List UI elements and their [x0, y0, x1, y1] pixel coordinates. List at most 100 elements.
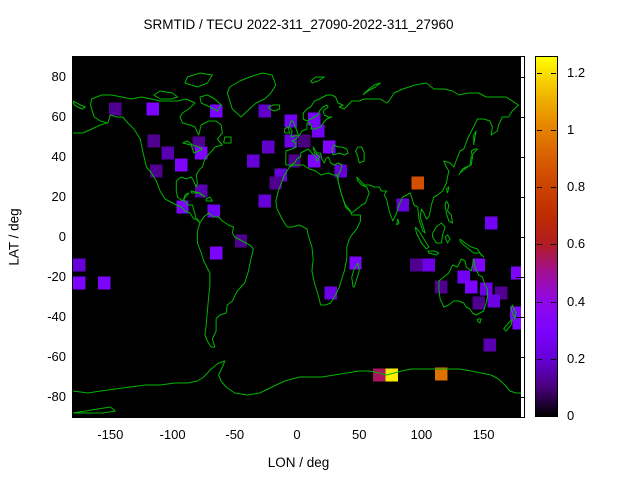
heatmap-cell [284, 134, 297, 148]
heatmap-cell [324, 286, 337, 300]
coastline [311, 77, 325, 83]
y-tick-label: 20 [51, 189, 66, 204]
colorbar-tick-label: 0 [567, 408, 575, 423]
y-tick-label: 60 [51, 109, 66, 124]
coastline [428, 251, 439, 255]
coastline [290, 121, 299, 137]
coastline [197, 213, 253, 347]
heatmap-cell [73, 258, 86, 272]
x-tick-label: 150 [472, 427, 495, 442]
heatmap-cell [258, 194, 271, 208]
heatmap-cell [385, 368, 398, 382]
chart-title: SRMTID / TECU 2022-311_27090-2022-311_27… [143, 17, 454, 32]
colorbar-tick-mark [537, 301, 542, 303]
heatmap-cell [479, 282, 493, 296]
colorbar-tick-mark [551, 301, 556, 303]
heatmap-cell [511, 266, 521, 280]
heatmap-cell [97, 276, 111, 290]
y-tick-mark [516, 77, 524, 78]
colorbar-tick-label: 0.4 [567, 293, 586, 309]
y-tick-mark [516, 277, 524, 278]
coastline [415, 227, 429, 249]
coastline [224, 137, 231, 143]
x-tick-label: 50 [351, 427, 367, 442]
y-tick-label: 80 [51, 69, 66, 84]
colorbar-tick-mark [537, 72, 542, 74]
colorbar-tick-mark [551, 187, 556, 189]
heatmap-cell [175, 158, 188, 172]
colorbar-tick-label: 0.8 [567, 179, 586, 195]
coastline [206, 197, 212, 201]
heatmap-cell [308, 154, 321, 168]
colorbar-tick-mark [551, 358, 556, 360]
heatmap-cell [209, 246, 223, 260]
x-tick-label: 0 [293, 427, 301, 442]
heatmap-cell [422, 258, 436, 272]
y-tick-mark [516, 357, 524, 358]
heatmap-cell [396, 198, 409, 212]
colorbar-tick-mark [537, 130, 542, 131]
coastline [439, 259, 488, 315]
coastline [185, 73, 212, 87]
coastline [397, 219, 399, 225]
heatmap-cell [234, 234, 248, 248]
y-axis-label: LAT / deg [6, 208, 22, 266]
heatmap-cell [258, 104, 271, 118]
heatmap-cell [457, 270, 470, 284]
coastline [355, 147, 364, 163]
heatmap-cell [262, 140, 275, 154]
heatmap-cell [150, 164, 163, 178]
coastline [73, 123, 107, 133]
y-tick-label: -60 [47, 349, 66, 364]
coastline [191, 191, 205, 197]
y-tick-label: 40 [51, 149, 66, 164]
coastline [285, 127, 290, 133]
x-tick-label: -150 [97, 427, 124, 442]
coastline [73, 407, 115, 413]
y-tick-label: -40 [47, 309, 66, 324]
heatmap-cell [509, 306, 521, 320]
heatmap-cell [269, 176, 283, 190]
coastline [445, 235, 450, 243]
world-map-heatmap [73, 57, 521, 417]
heatmap-cell [484, 216, 498, 230]
heatmap-cell [323, 140, 336, 154]
coastline [446, 187, 448, 193]
colorbar-tick-mark [551, 130, 556, 131]
y-tick-mark [516, 237, 524, 238]
y-tick-mark [516, 397, 524, 398]
coastline [227, 73, 276, 117]
heatmap-cell [298, 134, 311, 148]
heatmap-cell [109, 102, 122, 116]
heatmap-cell [207, 204, 220, 218]
heatmap-cell [73, 276, 86, 290]
heatmap-cell [176, 200, 189, 214]
coastline [474, 131, 476, 145]
y-tick-label: -20 [47, 269, 66, 284]
heatmap-cell [194, 184, 208, 198]
y-tick-label: 0 [58, 229, 66, 244]
heatmap-cell [472, 296, 485, 310]
colorbar-tick-mark [537, 187, 542, 189]
y-tick-mark [516, 197, 524, 198]
coastline [352, 263, 359, 287]
heatmap-cell [512, 316, 521, 330]
y-tick-mark [516, 117, 524, 118]
y-tick-label: -80 [47, 389, 66, 404]
heatmap-cell [146, 102, 159, 116]
colorbar-gradient [536, 57, 557, 416]
x-tick-label: -100 [159, 427, 186, 442]
coastline [363, 83, 380, 95]
coastline [332, 145, 348, 155]
x-tick-label: -50 [225, 427, 245, 442]
colorbar-tick-label: 0.2 [567, 350, 586, 366]
colorbar-tick-mark [537, 244, 542, 246]
heatmap-cell [411, 176, 424, 190]
coastline [183, 141, 203, 153]
coastline [460, 239, 484, 257]
heatmap-cell [147, 134, 161, 148]
x-tick-label: 100 [410, 427, 433, 442]
y-tick-mark [516, 157, 524, 158]
coastline [445, 201, 452, 223]
